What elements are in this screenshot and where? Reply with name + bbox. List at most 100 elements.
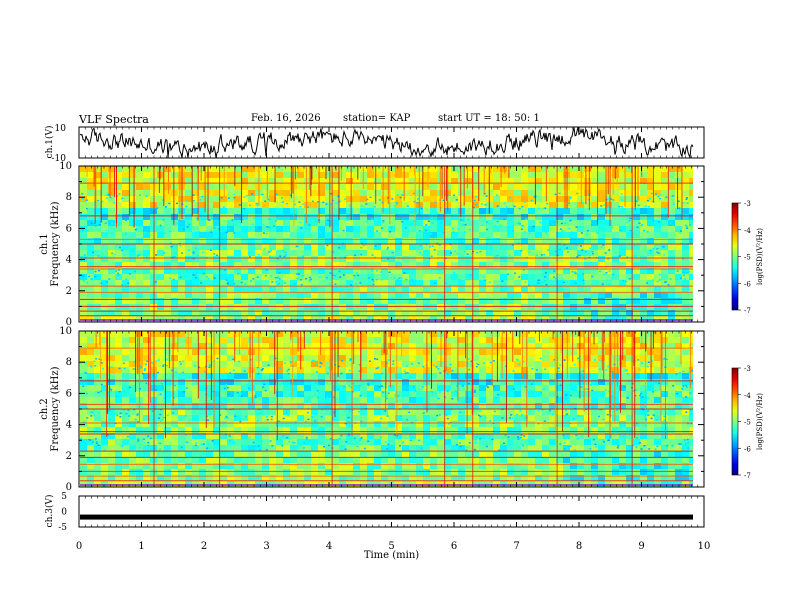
spectro-speckle [646, 200, 649, 202]
spectro-cell [283, 367, 290, 373]
spectro-cell [129, 166, 136, 172]
spectro-cell [164, 373, 171, 379]
spectro-cell [472, 349, 479, 355]
spectro-cell [479, 355, 486, 361]
spectro-speckle [612, 273, 615, 276]
spectro-cell [353, 256, 360, 262]
spectro-cell [689, 190, 696, 196]
spectro-cell [668, 343, 675, 349]
spectro-cell [437, 280, 444, 286]
spectro-cell [94, 226, 101, 232]
spectro-cell [570, 292, 577, 298]
spectro-cell [262, 256, 269, 262]
spectro-cell [318, 415, 325, 421]
spectro-cell [206, 238, 213, 244]
spectro-cell [353, 202, 360, 208]
spectro-cell [220, 178, 227, 184]
spectro-cell [528, 190, 535, 196]
spectro-cell [318, 403, 325, 409]
spectro-speckle [268, 226, 271, 229]
spectro-cell [542, 409, 549, 415]
spectro-cell [479, 415, 486, 421]
spectro-cell [388, 373, 395, 379]
spectro-speckle [264, 200, 267, 202]
spectro-cell [570, 331, 577, 337]
spectro-cell [185, 379, 192, 385]
spectro-cell [290, 409, 297, 415]
spectro-cell [542, 202, 549, 208]
spectro-speckle [208, 219, 211, 221]
spectro-speckle [220, 196, 223, 199]
spectro-cell [220, 343, 227, 349]
spectro-cell [192, 250, 199, 256]
spectro-cell [465, 355, 472, 361]
spectro-cell [332, 292, 339, 298]
spectro-cell [542, 391, 549, 397]
spectro-cell [689, 244, 696, 250]
spectro-speckle [201, 195, 204, 198]
spectro-cell [521, 367, 528, 373]
spectro-cell [500, 214, 507, 220]
spectro-cell [682, 244, 689, 250]
spectro-cell [409, 190, 416, 196]
spectro-cell [591, 232, 598, 238]
spectro-cell [493, 403, 500, 409]
spectro-cell [129, 373, 136, 379]
spectro-cell [80, 238, 87, 244]
spectro-cell [458, 238, 465, 244]
spectro-cell [283, 238, 290, 244]
spectro-cell [346, 202, 353, 208]
spectro-cell [339, 397, 346, 403]
spectro-cell [472, 184, 479, 190]
spectro-cell [458, 379, 465, 385]
spectro-cell [367, 274, 374, 280]
spectro-speckle [250, 280, 253, 282]
spectro-cell [542, 196, 549, 202]
spectro-cell [171, 421, 178, 427]
spectro-cell [227, 421, 234, 427]
spectro-cell [248, 355, 255, 361]
spectro-cell [227, 280, 234, 286]
spectro-cell [430, 184, 437, 190]
spectro-cell [570, 184, 577, 190]
spectro-cell [416, 361, 423, 367]
spectro-cell [374, 331, 381, 337]
spectro-cell [395, 373, 402, 379]
spectro-speckle [368, 277, 371, 279]
spectro-speckle [650, 252, 653, 254]
spectro-cell [318, 379, 325, 385]
spectro-cell [409, 343, 416, 349]
spectro-cell [115, 361, 122, 367]
spectro-speckle [438, 277, 441, 279]
spectro-speckle [274, 220, 277, 222]
spectro-cell [584, 397, 591, 403]
spectro-cell [556, 178, 563, 184]
spectro-cell [633, 262, 640, 268]
spectro-cell [136, 256, 143, 262]
spectro-cell [430, 337, 437, 343]
spectro-cell [325, 232, 332, 238]
spectro-cell [339, 244, 346, 250]
spectro-cell [318, 184, 325, 190]
spectro-cell [108, 286, 115, 292]
spectro-cell [283, 190, 290, 196]
spectro-speckle [227, 227, 230, 230]
spectro-cell [178, 349, 185, 355]
spectro-cell [640, 232, 647, 238]
spectro-cell [192, 226, 199, 232]
spectro-cell [465, 292, 472, 298]
spectro-cell [143, 337, 150, 343]
spectro-cell [409, 232, 416, 238]
spectro-cell [80, 172, 87, 178]
spectro-cell [689, 421, 696, 427]
spectro-cell [255, 421, 262, 427]
spectro-cell [122, 343, 129, 349]
spectro-cell [122, 373, 129, 379]
spectro-cell [409, 409, 416, 415]
spectro-cell [80, 268, 87, 274]
spectro-cell [185, 409, 192, 415]
spectro-cell [332, 220, 339, 226]
spectro-cell [605, 409, 612, 415]
spectro-cell [486, 232, 493, 238]
spectro-cell [171, 367, 178, 373]
